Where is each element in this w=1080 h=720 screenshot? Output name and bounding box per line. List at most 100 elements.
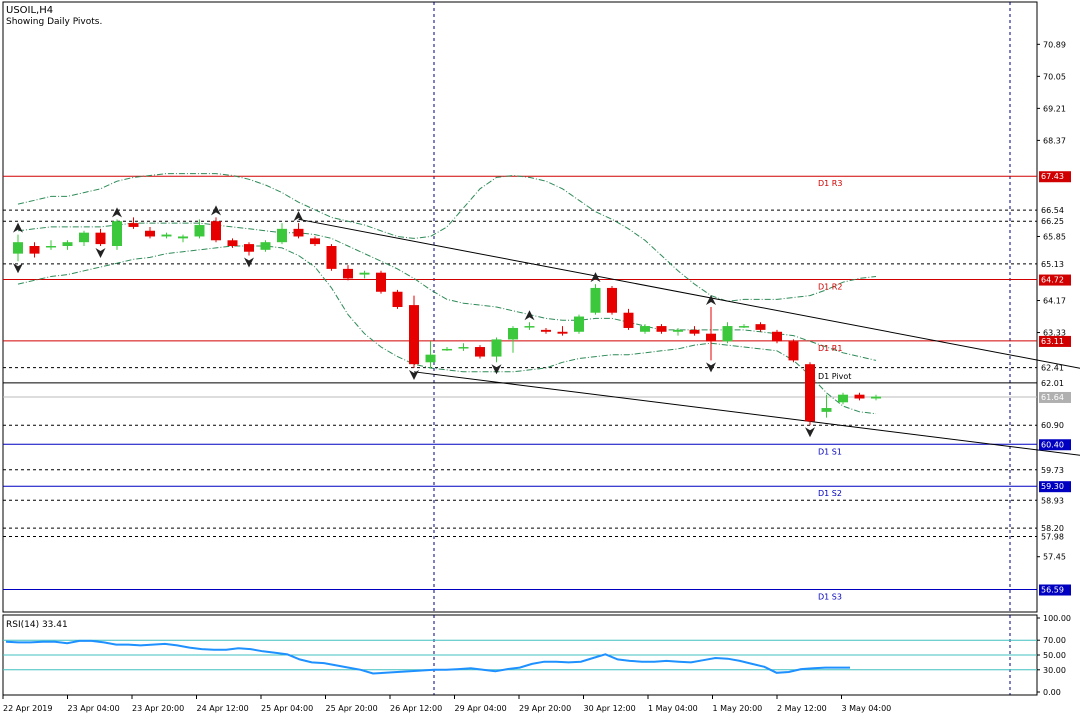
candle-body [508, 327, 518, 340]
candle [590, 284, 601, 315]
current-price-tag [1039, 391, 1071, 403]
candle [755, 322, 766, 332]
price-tag [1039, 481, 1071, 493]
dashed-level-price: 62.41 [1041, 364, 1064, 373]
candle [46, 240, 56, 250]
rsi-axis: 100.00 70.00 50.00 30.00 0.00 [1037, 614, 1071, 697]
fractal-up-icon [13, 222, 23, 233]
candle [227, 238, 238, 248]
time-tick-label: 30 Apr 12:00 [584, 704, 636, 713]
pivot-label: D1 R1 [818, 344, 842, 353]
candle-body [590, 287, 601, 313]
candle-body [46, 246, 56, 248]
candle [491, 337, 502, 363]
time-tick-label: 2 May 12:00 [777, 704, 827, 713]
pivot-label: D1 R2 [818, 283, 842, 292]
candle-body [79, 232, 89, 243]
rsi-tick-label: 50.00 [1043, 651, 1066, 660]
candle-body [442, 348, 452, 351]
candle-body [574, 316, 584, 332]
bollinger-bands [17, 173, 877, 415]
candle-body [359, 272, 370, 275]
candle-body [541, 329, 551, 332]
dashed-levels [3, 209, 1037, 538]
time-tick-label: 22 Apr 2019 [3, 704, 52, 713]
candle-body [343, 268, 353, 279]
rsi-levels [3, 639, 1037, 671]
price-tick-label: 70.89 [1043, 40, 1066, 49]
candle-body [557, 331, 568, 334]
candle [326, 244, 337, 271]
dashed-level-price: 58.93 [1041, 496, 1064, 505]
candle [145, 226, 155, 239]
candle-body [277, 228, 287, 243]
candle [475, 345, 485, 359]
candle-body [293, 228, 304, 237]
candle [508, 326, 518, 353]
candle [112, 219, 122, 250]
rsi-tick-label: 100.00 [1043, 614, 1071, 623]
candle-body [491, 339, 502, 357]
candle-body [458, 347, 469, 349]
rsi-label: RSI(14) 33.41 [6, 620, 68, 630]
pivot-indicator-label: Showing Daily Pivots. [6, 17, 102, 27]
dashed-level-price: 66.25 [1041, 217, 1064, 226]
candle-body [838, 394, 848, 403]
candle-body [310, 238, 320, 245]
candle [310, 236, 320, 246]
candle-body [706, 333, 716, 342]
price-tag [1039, 439, 1071, 451]
candle [244, 242, 254, 256]
time-tick-label: 23 Apr 20:00 [132, 704, 184, 713]
fractal-down-icon [491, 364, 502, 375]
time-tick-label: 1 May 20:00 [713, 704, 763, 713]
pivot-label: D1 S2 [818, 489, 842, 498]
candle [260, 240, 271, 252]
time-tick-label: 24 Apr 12:00 [197, 704, 249, 713]
candle [673, 327, 683, 336]
candle [343, 265, 353, 281]
pivot-label: D1 S1 [818, 447, 842, 456]
fractal-up-icon [112, 207, 122, 218]
pivot-label: D1 R3 [818, 179, 842, 188]
time-tick-label: 25 Apr 20:00 [326, 704, 378, 713]
candle-body [739, 326, 749, 328]
bollinger-lower-line [17, 245, 877, 415]
candle-body [392, 291, 403, 307]
dashed-level-price: 57.98 [1041, 533, 1064, 542]
candle-body [326, 246, 337, 269]
price-tag-label: 64.72 [1041, 276, 1064, 285]
price-axis: 67.43 64.72 63.11 62.01 60.40 59.30 56.59 66.54… [1037, 40, 1071, 596]
pivot-label: D1 S3 [818, 593, 842, 602]
candle-body [260, 242, 271, 250]
candle-body [607, 287, 617, 313]
candle [376, 270, 386, 294]
candle [838, 392, 848, 405]
price-tag [1039, 584, 1071, 596]
current-price-label: 61.64 [1041, 393, 1064, 402]
time-tick-label: 3 May 04:00 [842, 704, 892, 713]
dashed-level-price: 65.13 [1041, 260, 1064, 269]
candle [409, 295, 419, 368]
candle [722, 322, 733, 344]
price-tag [1039, 335, 1071, 347]
candle-body [194, 225, 205, 237]
time-axis: 22 Apr 2019 23 Apr 04:00 23 Apr 20:00 24 Ap… [2, 694, 1037, 713]
candle [623, 308, 634, 330]
candle-body [227, 240, 238, 246]
candle [640, 324, 650, 334]
candle-body [13, 242, 23, 254]
price-tick-label: 63.33 [1043, 329, 1066, 338]
fractal-down-icon [13, 263, 23, 274]
candle-body [425, 354, 436, 363]
candle [656, 324, 667, 334]
candle [359, 270, 370, 279]
candle-body [145, 230, 155, 237]
price-tick-label: 69.21 [1043, 104, 1066, 113]
candle-body [821, 408, 832, 412]
dashed-level-price: 59.73 [1041, 466, 1064, 475]
candle [425, 341, 436, 368]
price-tick-label: 57.45 [1043, 553, 1066, 562]
price-tick-label: 70.05 [1043, 72, 1066, 81]
